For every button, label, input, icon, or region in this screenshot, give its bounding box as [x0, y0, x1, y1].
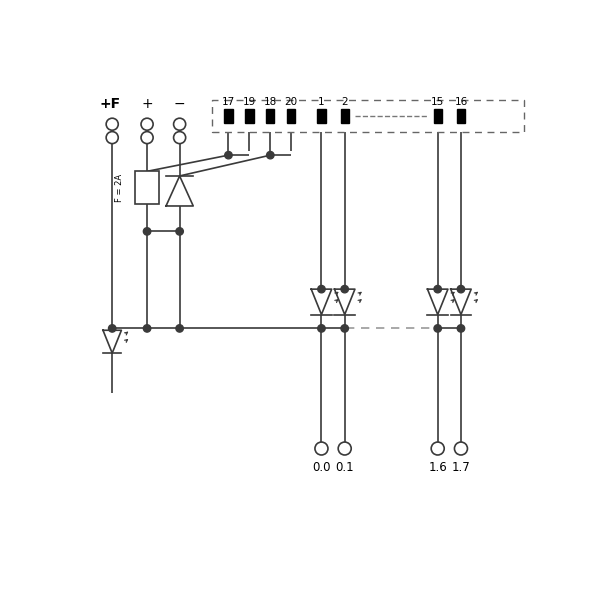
Circle shape: [318, 325, 325, 332]
Text: 15: 15: [431, 97, 445, 107]
Bar: [434, 109, 442, 123]
Bar: [224, 109, 233, 123]
Text: 2: 2: [341, 97, 348, 107]
Circle shape: [318, 286, 325, 293]
Circle shape: [225, 151, 232, 159]
Circle shape: [143, 325, 151, 332]
Circle shape: [109, 325, 116, 332]
Circle shape: [341, 325, 349, 332]
Text: 18: 18: [263, 97, 277, 107]
Text: 19: 19: [243, 97, 256, 107]
Text: 20: 20: [284, 97, 298, 107]
Circle shape: [434, 325, 442, 332]
Text: F = 2A: F = 2A: [115, 173, 124, 202]
Text: 17: 17: [222, 97, 235, 107]
Text: 1: 1: [318, 97, 325, 107]
Bar: [317, 109, 326, 123]
Circle shape: [176, 325, 184, 332]
Text: 1.7: 1.7: [452, 461, 470, 473]
Circle shape: [341, 286, 349, 293]
Circle shape: [143, 227, 151, 235]
Text: −: −: [174, 97, 185, 112]
Bar: [136, 172, 158, 203]
Circle shape: [457, 325, 464, 332]
Text: 1.6: 1.6: [428, 461, 447, 473]
Circle shape: [266, 151, 274, 159]
Text: 0.0: 0.0: [312, 461, 331, 473]
Bar: [266, 109, 274, 123]
Text: +: +: [141, 97, 153, 112]
Text: +F: +F: [100, 97, 121, 112]
Text: 0.1: 0.1: [335, 461, 354, 473]
Circle shape: [457, 286, 464, 293]
Circle shape: [434, 286, 442, 293]
Bar: [341, 109, 349, 123]
Circle shape: [176, 227, 184, 235]
Bar: [457, 109, 465, 123]
Bar: [212, 100, 524, 132]
Bar: [287, 109, 295, 123]
Text: 16: 16: [454, 97, 467, 107]
Bar: [245, 109, 254, 123]
